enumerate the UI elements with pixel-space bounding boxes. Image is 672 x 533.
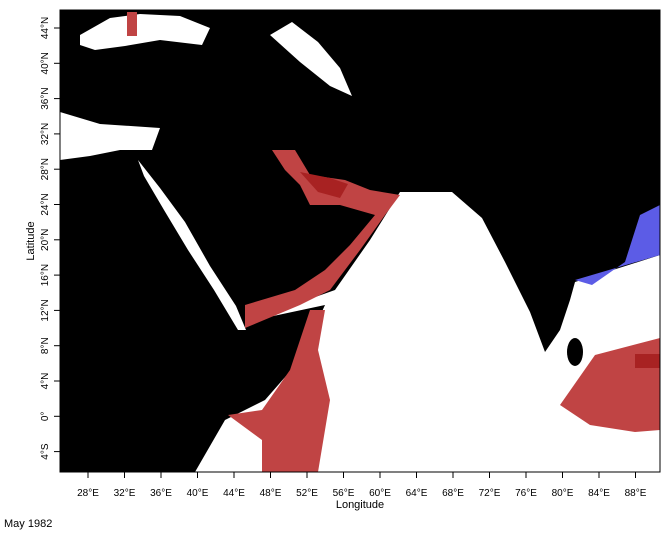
x-tick-label: 52°E: [296, 488, 318, 499]
bay-of-bengal-region: [575, 205, 660, 285]
y-tick-label: 28°N: [40, 158, 51, 180]
x-tick-label: 64°E: [406, 488, 428, 499]
x-tick-label: 48°E: [260, 488, 282, 499]
red-sea: [138, 160, 246, 330]
x-tick-label: 56°E: [333, 488, 355, 499]
x-tick-label: 40°E: [187, 488, 209, 499]
y-tick-label: 16°N: [40, 264, 51, 286]
y-tick-label: 0°: [40, 412, 51, 422]
x-tick-label: 88°E: [625, 488, 647, 499]
y-tick-label: 24°N: [40, 193, 51, 215]
y-axis-title: Latitude: [25, 221, 37, 260]
black-sea: [80, 14, 210, 50]
somali-region: [228, 310, 330, 472]
x-tick-label: 60°E: [369, 488, 391, 499]
y-tick-label: 20°N: [40, 229, 51, 251]
caspian-sea: [270, 22, 352, 96]
persian-gulf-region: [245, 150, 400, 328]
top-region: [127, 12, 137, 36]
x-tick-label: 44°E: [223, 488, 245, 499]
x-tick-label: 76°E: [515, 488, 537, 499]
x-tick-label: 32°E: [114, 488, 136, 499]
y-tick-label: 32°N: [40, 123, 51, 145]
x-tick-label: 80°E: [552, 488, 574, 499]
caption: May 1982: [4, 518, 52, 530]
x-tick-label: 72°E: [479, 488, 501, 499]
mediterranean: [60, 112, 160, 160]
y-tick-label: 36°N: [40, 87, 51, 109]
equatorial-dark-region: [635, 354, 660, 368]
y-tick-label: 44°N: [40, 17, 51, 39]
map-area: [59, 9, 661, 473]
y-tick-label: 4°S: [40, 443, 51, 460]
x-tick-label: 84°E: [588, 488, 610, 499]
y-tick-label: 40°N: [40, 52, 51, 74]
ticks: 28°E 32°E 36°E 40°E 44°E 48°E 52°E 56°E 60°E 64°E…: [40, 17, 647, 499]
y-tick-label: 8°N: [40, 337, 51, 354]
x-tick-label: 28°E: [77, 488, 99, 499]
x-tick-label: 68°E: [442, 488, 464, 499]
map-frame: [59, 9, 661, 473]
y-tick-label: 4°N: [40, 373, 51, 390]
gulf-dark-region: [300, 172, 348, 198]
sri-lanka: [567, 338, 583, 366]
x-axis-title: Longitude: [336, 499, 384, 511]
y-tick-label: 12°N: [40, 299, 51, 321]
x-tick-label: 36°E: [150, 488, 172, 499]
